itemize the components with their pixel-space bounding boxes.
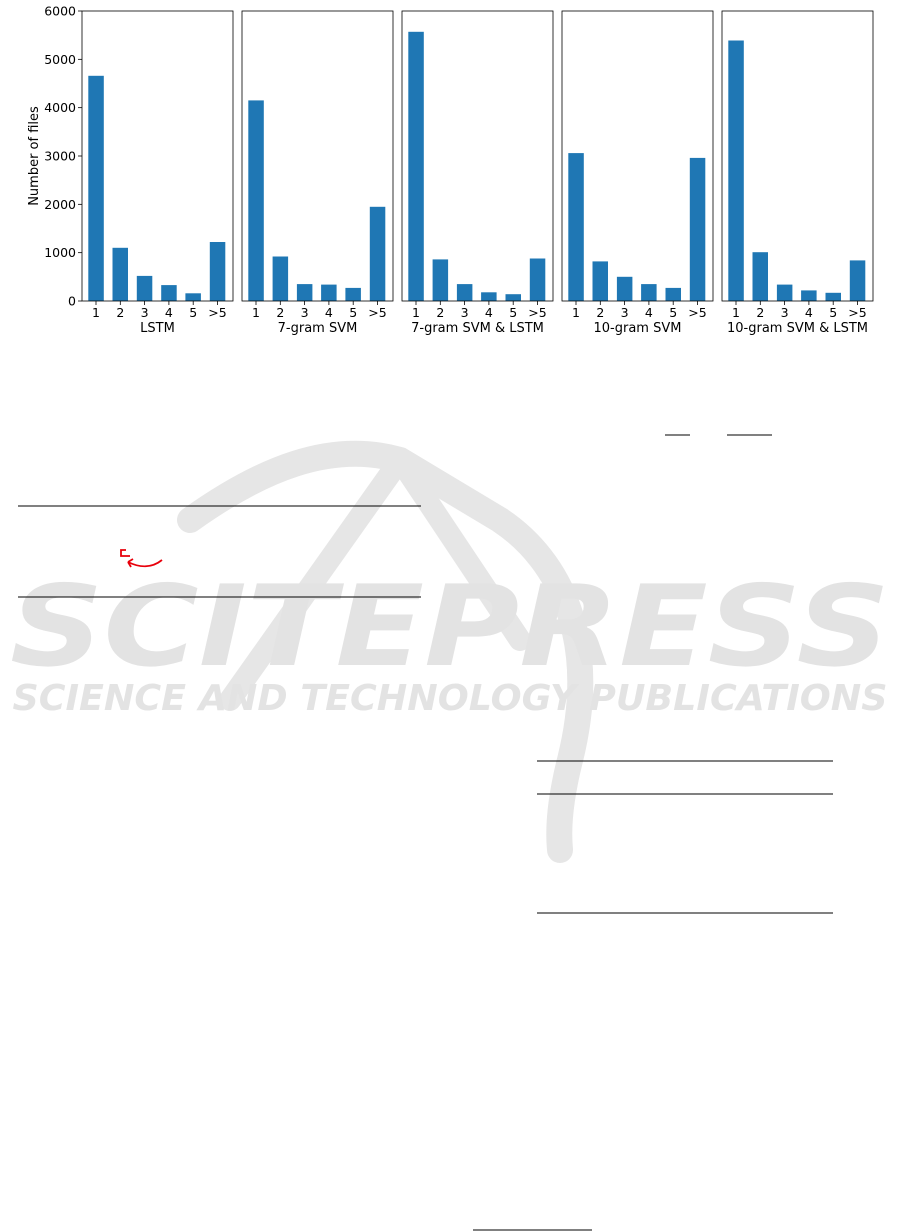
publisher-watermark: SCITEPRESS SCIENCE AND TECHNOLOGY PUBLIC…	[10, 440, 890, 863]
x-tick-label: 3	[141, 305, 149, 320]
bar-1-gt5	[209, 242, 226, 301]
y-axis-label: Number of files	[27, 106, 42, 206]
panel-4: 1 2 3 4 5 >5 10-gram SVM	[561, 10, 714, 336]
watermark-logo-diagonal	[219, 449, 531, 711]
page-rules	[18, 434, 833, 1231]
panel-xlabel: LSTM	[140, 321, 175, 336]
red-arrowhead-icon	[127, 558, 134, 568]
x-tick-label: 5	[509, 305, 517, 320]
y-tick-label: 2000	[44, 197, 76, 212]
bar-3-4	[481, 292, 497, 301]
bar-1-3	[136, 275, 153, 301]
x-tick-label: 3	[621, 305, 629, 320]
x-tick-label: 3	[461, 305, 469, 320]
bar-3-5	[505, 294, 521, 301]
panel-xlabel: 10-gram SVM & LSTM	[727, 321, 868, 336]
bar-5-3	[776, 284, 793, 301]
x-tick-label: 1	[412, 305, 420, 320]
bar-4-gt5	[689, 157, 706, 301]
panel-2: 1 2 3 4 5 >5 7-gram SVM	[241, 10, 394, 336]
bar-3-gt5	[529, 258, 546, 301]
y-tick-label: 0	[68, 294, 76, 309]
panel-frame	[401, 10, 554, 302]
watermark-logo-swoosh	[177, 440, 594, 863]
x-tick-label: >5	[848, 305, 866, 320]
panel-5: 1 2 3 4 5 >510-gram SVM & LSTM	[721, 10, 874, 336]
x-tick-label: 4	[645, 305, 653, 320]
x-tick-label: 4	[325, 305, 333, 320]
bar-2-2	[272, 256, 289, 301]
x-tick-label: >5	[208, 305, 226, 320]
bar-5-2	[752, 252, 768, 301]
y-tick-label: 6000	[44, 4, 76, 19]
x-tick-label: 2	[756, 305, 764, 320]
y-tick-label: 1000	[44, 245, 76, 260]
bar-4-5	[665, 287, 681, 301]
red-curved-arrow-icon	[127, 559, 163, 568]
bar-5-1	[728, 40, 744, 301]
panel-xlabel: 7-gram SVM & LSTM	[411, 321, 544, 336]
bar-1-2	[112, 247, 128, 301]
red-bracket-icon	[120, 549, 130, 557]
bar-3-3	[456, 284, 473, 301]
panel-frame	[561, 10, 714, 302]
x-tick-label: 2	[276, 305, 284, 320]
panel-xlabel: 10-gram SVM	[594, 321, 682, 336]
watermark-subtitle: SCIENCE AND TECHNOLOGY PUBLICATIONS	[13, 678, 888, 719]
bar-3-1	[408, 31, 424, 302]
panel-3: 1 2 3 4 5 >57-gram SVM & LSTM	[401, 10, 554, 336]
bar-4-3	[616, 276, 633, 301]
x-tick-label: 1	[92, 305, 100, 320]
watermark-title: SCITEPRESS	[10, 562, 890, 692]
y-tick-label: 3000	[44, 149, 76, 164]
bar-4-1	[568, 153, 584, 301]
bar-3-2	[432, 259, 449, 301]
x-tick-label: 5	[829, 305, 837, 320]
x-tick-label: >5	[688, 305, 706, 320]
x-tick-label: 2	[436, 305, 444, 320]
x-tick-label: 1	[732, 305, 740, 320]
y-tick-label: 4000	[44, 100, 76, 115]
x-tick-label: 3	[301, 305, 309, 320]
bar-2-4	[321, 284, 337, 301]
panel-xlabel: 7-gram SVM	[278, 321, 358, 336]
x-tick-label: 5	[669, 305, 677, 320]
y-tick-label: 5000	[44, 52, 76, 67]
bar-5-gt5	[849, 260, 866, 301]
bar-1-1	[88, 75, 104, 301]
x-tick-label: >5	[528, 305, 546, 320]
x-tick-label: 4	[485, 305, 493, 320]
bar-5-5	[825, 292, 841, 301]
bar-2-1	[248, 100, 264, 302]
panel-frame	[721, 10, 874, 302]
bar-4-4	[641, 284, 657, 301]
red-annotation	[120, 549, 163, 568]
x-tick-label: 1	[252, 305, 260, 320]
x-tick-label: 5	[189, 305, 197, 320]
x-tick-label: 5	[349, 305, 357, 320]
bar-2-5	[345, 287, 361, 301]
panel-1: 1 2 3 4 5 >5 LSTM 0 1000 2000 3000 4000 5000 6000	[44, 4, 234, 336]
bar-2-3	[296, 284, 313, 301]
x-tick-label: 3	[781, 305, 789, 320]
x-tick-label: 4	[165, 305, 173, 320]
x-tick-label: 1	[572, 305, 580, 320]
bar-5-4	[801, 290, 817, 301]
x-tick-label: >5	[368, 305, 386, 320]
bar-4-2	[592, 261, 608, 301]
x-tick-label: 2	[116, 305, 124, 320]
bar-2-gt5	[369, 206, 386, 302]
panel-frame	[241, 10, 394, 302]
histogram-panels: 1 2 3 4 5 >5 LSTM 0 1000 2000 3000 4000 5000 6000 1 2 3 4…	[44, 4, 874, 336]
bar-1-5	[185, 293, 201, 301]
x-tick-label: 2	[596, 305, 604, 320]
bar-1-4	[161, 285, 177, 301]
x-tick-label: 4	[805, 305, 813, 320]
